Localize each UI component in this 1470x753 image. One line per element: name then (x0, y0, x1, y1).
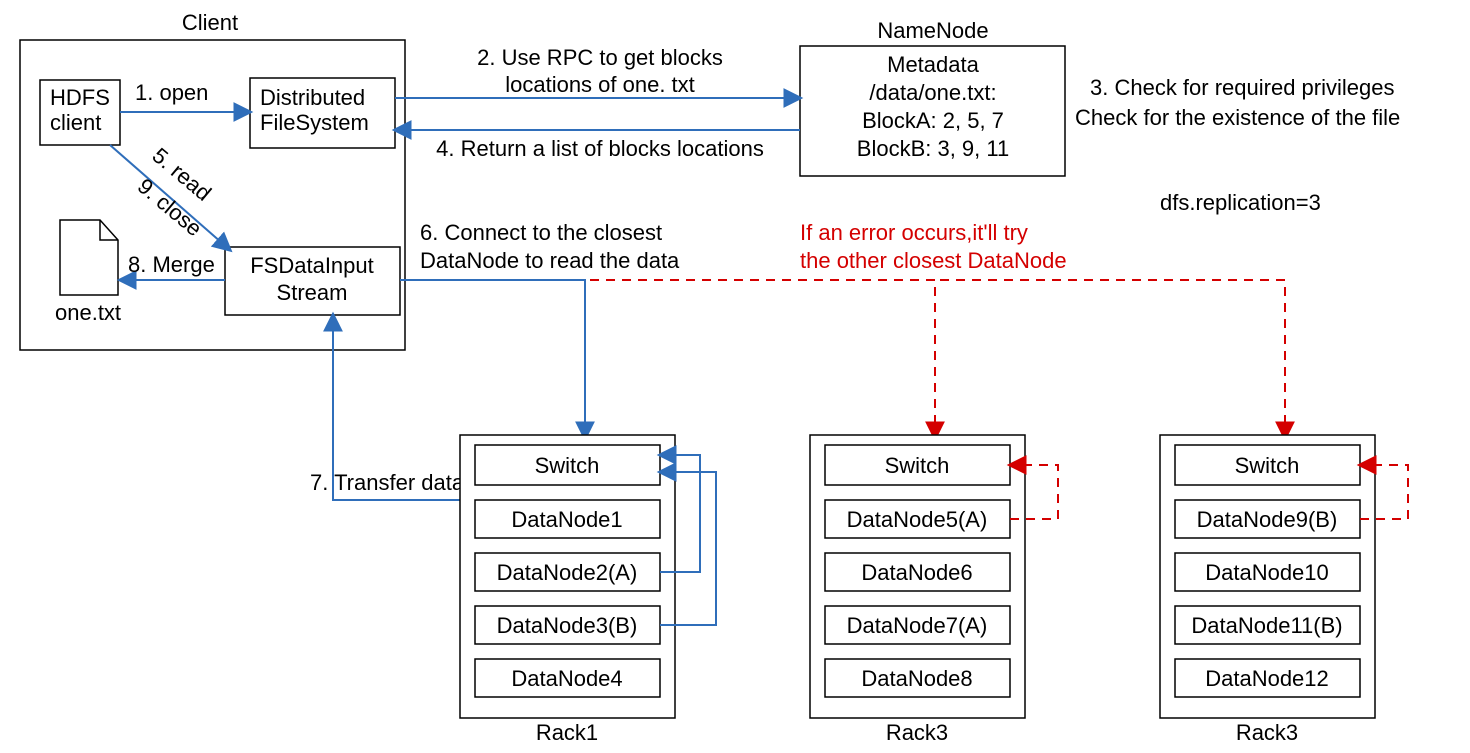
step4: 4. Return a list of blocks locations (436, 136, 764, 161)
file-icon (60, 220, 118, 295)
arrow-connect-closest (400, 280, 585, 438)
fsdi-l1: FSDataInput (250, 253, 374, 278)
rack1-label: Rack1 (536, 720, 598, 745)
err2: the other closest DataNode (800, 248, 1067, 273)
namenode-title: NameNode (877, 18, 988, 43)
rack3-label: Rack3 (1236, 720, 1298, 745)
rack2-n3: DataNode8 (861, 666, 972, 691)
rack1-n0: DataNode1 (511, 507, 622, 532)
step6a: 6. Connect to the closest (420, 220, 662, 245)
side-l2: Check for the existence of the file (1075, 105, 1400, 130)
arrow-err-rack2 (590, 280, 935, 438)
rack1-switch: Switch (535, 453, 600, 478)
nn-l2: BlockA: 2, 5, 7 (862, 108, 1004, 133)
rack3-n2: DataNode11(B) (1191, 613, 1342, 638)
rack2-n1: DataNode6 (861, 560, 972, 585)
nn-l0: Metadata (887, 52, 979, 77)
rack1-n1: DataNode2(A) (497, 560, 638, 585)
rack1: Switch DataNode1 DataNode2(A) DataNode3(… (460, 435, 675, 745)
rack2: Switch DataNode5(A) DataNode6 DataNode7(… (810, 435, 1025, 745)
dfs-l2: FileSystem (260, 110, 369, 135)
rack2-n0: DataNode5(A) (847, 507, 988, 532)
file-label: one.txt (55, 300, 121, 325)
rack3-switch: Switch (1235, 453, 1300, 478)
step1-label: 1. open (135, 80, 208, 105)
arrow-err-rack3 (940, 280, 1285, 438)
hdfs-client-l2: client (50, 110, 101, 135)
step2b: locations of one. txt (505, 72, 695, 97)
rack2-switch: Switch (885, 453, 950, 478)
fsdi-l2: Stream (277, 280, 348, 305)
step6b: DataNode to read the data (420, 248, 680, 273)
rack3-n0: DataNode9(B) (1197, 507, 1338, 532)
rack2-n2: DataNode7(A) (847, 613, 988, 638)
step8-label: 8. Merge (128, 252, 215, 277)
client-title: Client (182, 10, 238, 35)
rack3: Switch DataNode9(B) DataNode10 DataNode1… (1160, 435, 1375, 745)
replication: dfs.replication=3 (1160, 190, 1321, 215)
nn-l1: /data/one.txt: (869, 80, 996, 105)
step2a: 2. Use RPC to get blocks (477, 45, 723, 70)
step7: 7. Transfer data (310, 470, 465, 495)
rack3-n1: DataNode10 (1205, 560, 1329, 585)
hdfs-client-l1: HDFS (50, 85, 110, 110)
err1: If an error occurs,it'll try (800, 220, 1028, 245)
dfs-l1: Distributed (260, 85, 365, 110)
side-l1: 3. Check for required privileges (1090, 75, 1394, 100)
rack1-n3: DataNode4 (511, 666, 622, 691)
rack2-label: Rack3 (886, 720, 948, 745)
nn-l3: BlockB: 3, 9, 11 (857, 136, 1009, 161)
rack3-n3: DataNode12 (1205, 666, 1329, 691)
rack1-n2: DataNode3(B) (497, 613, 638, 638)
